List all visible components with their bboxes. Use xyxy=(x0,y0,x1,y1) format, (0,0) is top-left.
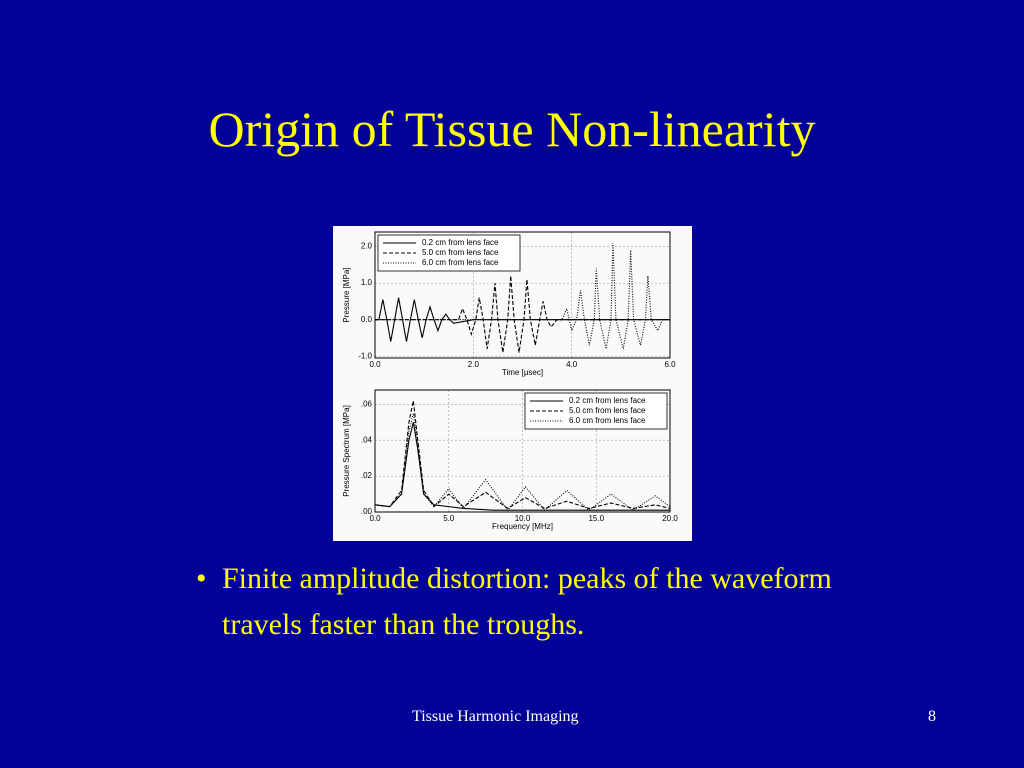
legend-label: 0.2 cm from lens face xyxy=(569,396,646,405)
y-tick-label: 0.0 xyxy=(361,315,373,324)
x-tick-label: 10.0 xyxy=(515,514,531,523)
data-line xyxy=(374,400,671,510)
slide-title: Origin of Tissue Non-linearity xyxy=(208,101,816,157)
x-tick-label: 15.0 xyxy=(588,514,604,523)
x-tick-label: 20.0 xyxy=(662,514,678,523)
data-line xyxy=(375,275,670,353)
data-line xyxy=(375,242,670,350)
y-tick-label: 1.0 xyxy=(361,278,373,287)
x-tick-label: 0.0 xyxy=(369,360,381,369)
footer: Tissue Harmonic Imaging xyxy=(412,708,579,725)
figure-background xyxy=(333,226,692,541)
bullet-text: Finite amplitude distortion: peaks of th… xyxy=(222,562,832,641)
y-tick-label: 2.0 xyxy=(361,242,373,251)
bullet-marker: • xyxy=(196,562,207,595)
legend-label: 5.0 cm from lens face xyxy=(422,248,499,257)
x-tick-label: 5.0 xyxy=(443,514,455,523)
y-tick-label: .04 xyxy=(361,435,373,444)
y-tick-label: -1.0 xyxy=(358,351,372,360)
y-tick-label: .06 xyxy=(361,399,373,408)
legend-label: 0.2 cm from lens face xyxy=(422,238,499,247)
bullet-item: • Finite amplitude distortion: peaks of t… xyxy=(196,556,896,648)
x-axis-label: Time [μsec] xyxy=(502,368,543,377)
x-tick-label: 4.0 xyxy=(566,360,578,369)
x-tick-label: 2.0 xyxy=(468,360,480,369)
plot-frame xyxy=(374,389,671,513)
y-tick-label: .02 xyxy=(361,471,373,480)
x-tick-label: 0.0 xyxy=(369,514,381,523)
page-number: 8 xyxy=(928,708,936,725)
plot-frame xyxy=(374,231,671,359)
y-axis-label: Pressure [MPa] xyxy=(342,267,351,322)
legend-label: 6.0 cm from lens face xyxy=(569,416,646,425)
y-axis-label: Pressure Spectrum [MPa] xyxy=(342,405,351,497)
legend-label: 5.0 cm from lens face xyxy=(569,406,646,415)
x-tick-label: 6.0 xyxy=(664,360,676,369)
legend-label: 6.0 cm from lens face xyxy=(422,258,499,267)
y-tick-label: .00 xyxy=(361,507,373,516)
data-line xyxy=(374,413,671,512)
x-axis-label: Frequency [MHz] xyxy=(492,522,553,531)
